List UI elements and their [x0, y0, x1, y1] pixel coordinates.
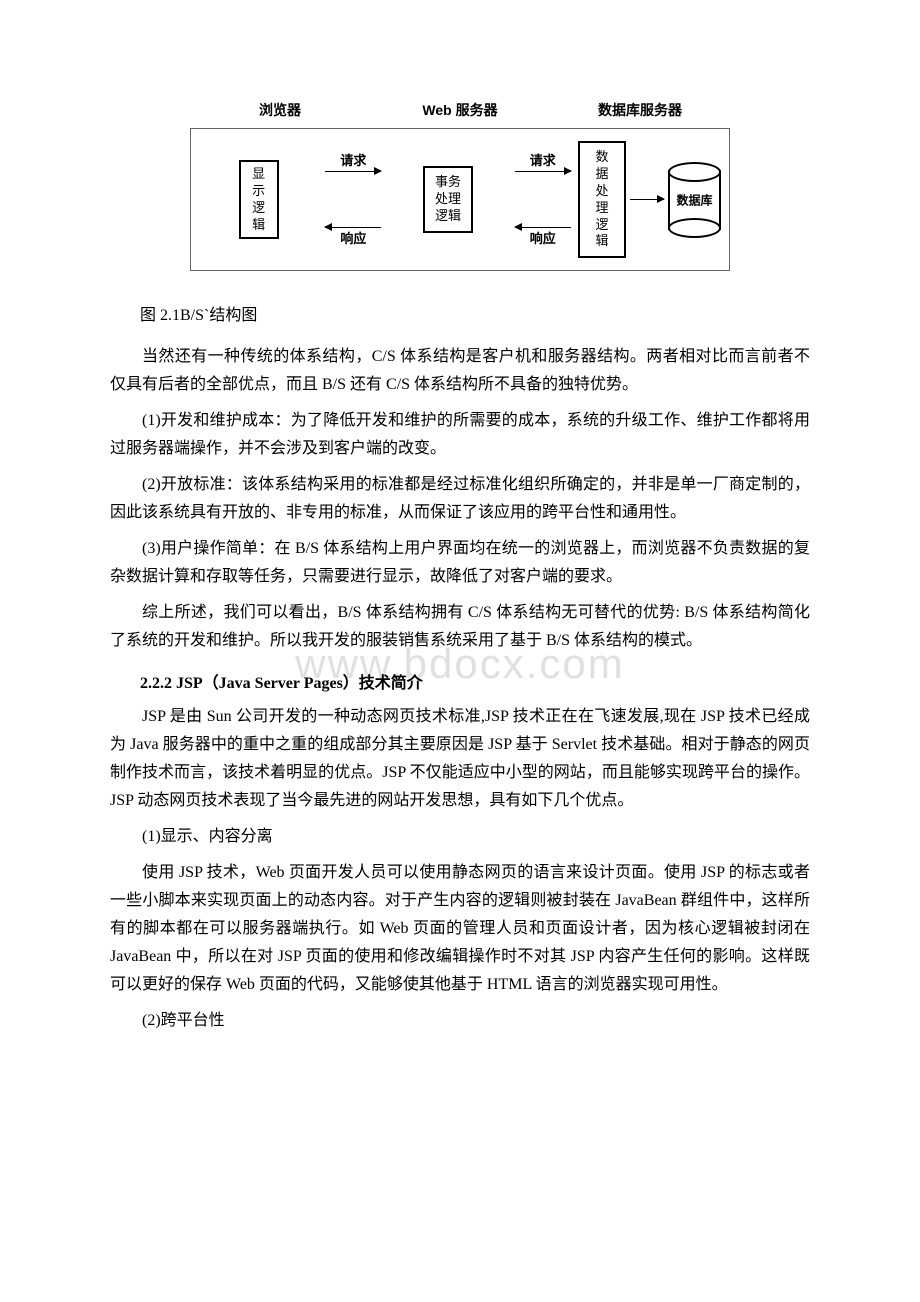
- document-content: 浏览器 Web 服务器 数据库服务器 显 示 逻 辑 请求 响应 事务 处理 逻: [110, 100, 810, 1035]
- node-web-logic: 事务 处理 逻辑: [423, 166, 473, 233]
- diagram-body: 显 示 逻 辑 请求 响应 事务 处理 逻辑 请求: [190, 128, 730, 271]
- paragraph-summary: 综上所述，我们可以看出，B/S 体系结构拥有 C/S 体系结构无可替代的优势: …: [110, 599, 810, 655]
- tier-db: 数据 处理 逻辑 数据库: [578, 141, 721, 258]
- node-browser-logic: 显 示 逻 辑: [239, 160, 279, 240]
- paragraph-point-3: (3)用户操作简单：在 B/S 体系结构上用户界面均在统一的浏览器上，而浏览器不…: [110, 535, 810, 591]
- arrows-browser-web: 请求 响应: [318, 141, 388, 258]
- section-heading-jsp: 2.2.2 JSP（Java Server Pages）技术简介: [140, 669, 810, 693]
- tier-web: 事务 处理 逻辑: [388, 141, 507, 258]
- diagram-header-browser: 浏览器: [190, 100, 370, 120]
- bs-architecture-diagram: 浏览器 Web 服务器 数据库服务器 显 示 逻 辑 请求 响应 事务 处理 逻: [190, 100, 730, 271]
- paragraph-jsp-point-1-body: 使用 JSP 技术，Web 页面开发人员可以使用静态网页的语言来设计页面。使用 …: [110, 859, 810, 999]
- tier-browser: 显 示 逻 辑: [199, 141, 318, 258]
- diagram-header-web: Web 服务器: [370, 100, 550, 120]
- arrows-web-db: 请求 响应: [508, 141, 578, 258]
- paragraph-jsp-point-2-title: (2)跨平台性: [110, 1007, 810, 1035]
- paragraph-intro: 当然还有一种传统的体系结构，C/S 体系结构是客户机和服务器结构。两者相对比而言…: [110, 343, 810, 399]
- diagram-header-row: 浏览器 Web 服务器 数据库服务器: [190, 100, 730, 120]
- heading-tail: 技术简介: [359, 675, 423, 692]
- node-db-logic: 数据 处理 逻辑: [578, 141, 626, 258]
- diagram-header-db: 数据库服务器: [550, 100, 730, 120]
- arrow-request-1: 请求: [325, 150, 381, 172]
- arrow-db-store: [630, 199, 664, 200]
- arrow-request-2: 请求: [515, 150, 571, 172]
- paragraph-jsp-point-1-title: (1)显示、内容分离: [110, 823, 810, 851]
- figure-caption: 图 2.1B/S`结构图: [140, 301, 810, 325]
- paragraph-point-1: (1)开发和维护成本：为了降低开发和维护的所需要的成本，系统的升级工作、维护工作…: [110, 407, 810, 463]
- heading-number: 2.2.2 JSP: [140, 675, 203, 692]
- paragraph-point-2: (2)开放标准：该体系结构采用的标准都是经过标准化组织所确定的，并非是单一厂商定…: [110, 471, 810, 527]
- arrow-response-1: 响应: [325, 227, 381, 249]
- heading-en: （Java Server Pages）: [203, 675, 359, 692]
- arrow-response-2: 响应: [515, 227, 571, 249]
- paragraph-jsp-intro: JSP 是由 Sun 公司开发的一种动态网页技术标准,JSP 技术正在在飞速发展…: [110, 703, 810, 815]
- node-db-store: 数据库: [668, 170, 721, 230]
